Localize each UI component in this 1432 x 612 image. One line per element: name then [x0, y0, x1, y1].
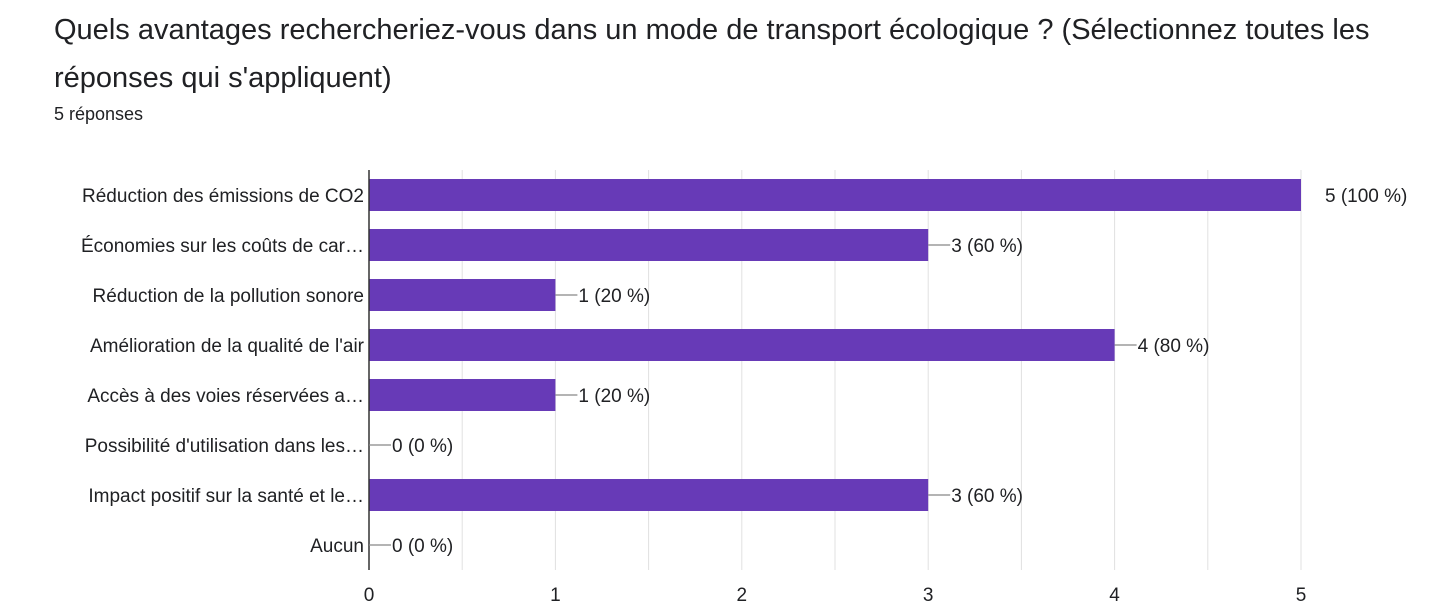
bar: [369, 379, 556, 411]
category-label: Aucun: [310, 536, 364, 557]
bars: [369, 179, 1301, 511]
value-label: 4 (80 %): [1138, 336, 1210, 357]
question-title: Quels avantages rechercheriez-vous dans …: [54, 14, 1370, 94]
bar: [369, 479, 929, 511]
x-tick-label: 5: [1296, 585, 1307, 606]
category-label: Réduction de la pollution sonore: [93, 286, 364, 307]
response-count: 5 réponses: [54, 104, 144, 124]
value-label: 0 (0 %): [392, 436, 453, 457]
value-label: 1 (20 %): [578, 286, 650, 307]
value-label: 3 (60 %): [951, 236, 1023, 257]
value-label: 1 (20 %): [578, 386, 650, 407]
category-label: Impact positif sur la santé et le…: [88, 486, 364, 507]
x-tick-label: 4: [1109, 585, 1120, 606]
x-tick-label: 2: [737, 585, 748, 606]
bar: [369, 229, 929, 261]
category-label: Amélioration de la qualité de l'air: [90, 336, 365, 357]
bar: [369, 179, 1301, 211]
x-tick-label: 0: [364, 585, 375, 606]
value-label: 5 (100 %): [1325, 186, 1407, 207]
x-tick-label: 3: [923, 585, 934, 606]
value-label: 0 (0 %): [392, 536, 453, 557]
bar: [369, 279, 556, 311]
category-label: Réduction des émissions de CO2: [82, 186, 364, 207]
bar: [369, 329, 1115, 361]
category-label: Possibilité d'utilisation dans les…: [85, 436, 364, 457]
labels: 0 1 2 3 4 5 Réduction des émissions de CO2 5 (1…: [81, 186, 1407, 606]
x-tick-label: 1: [550, 585, 561, 606]
category-label: Accès à des voies réservées a…: [87, 386, 364, 407]
category-label: Économies sur les coûts de car…: [81, 236, 364, 257]
value-label: 3 (60 %): [951, 486, 1023, 507]
